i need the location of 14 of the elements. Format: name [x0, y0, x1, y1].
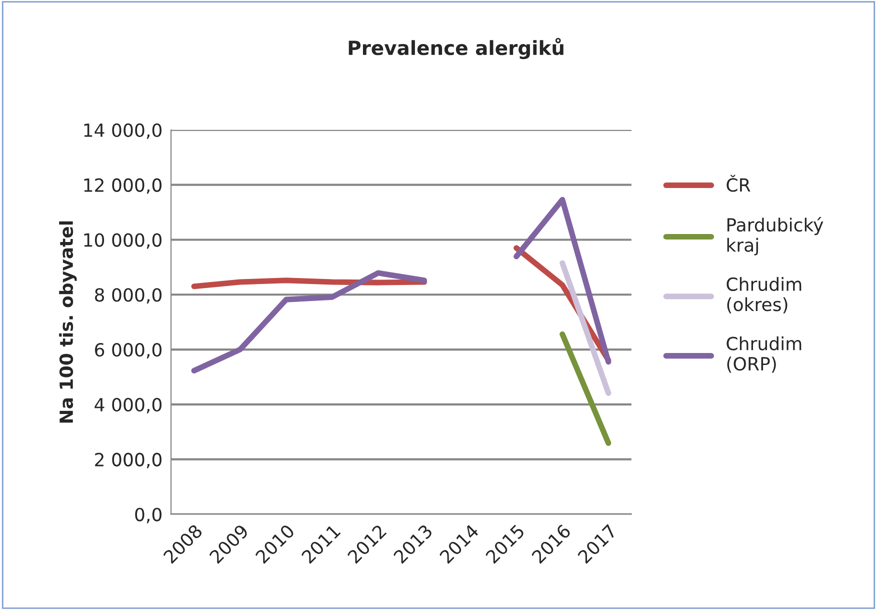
y-axis-title: Na 100 tis. obyvatel	[59, 221, 77, 423]
chart-title: Prevalence alergiků	[348, 38, 564, 60]
y-tick-label: 4 000,0	[94, 398, 162, 414]
legend-label: Pardubický kraj	[727, 216, 824, 256]
y-tick-label: 12 000,0	[84, 178, 162, 194]
legend-label: Chrudim (okres)	[726, 277, 802, 314]
legend-label: ČR	[726, 174, 750, 192]
y-tick-label: 2 000,0	[95, 452, 162, 468]
y-tick-label: 14 000,0	[84, 123, 162, 139]
legend-label: Chrudim (ORP)	[726, 336, 802, 373]
y-tick-label: 10 000,0	[84, 233, 162, 249]
y-tick-label: 6 000,0	[95, 342, 162, 358]
y-tick-label: 8 000,0	[94, 288, 162, 304]
y-tick-label: 0,0	[135, 508, 162, 524]
